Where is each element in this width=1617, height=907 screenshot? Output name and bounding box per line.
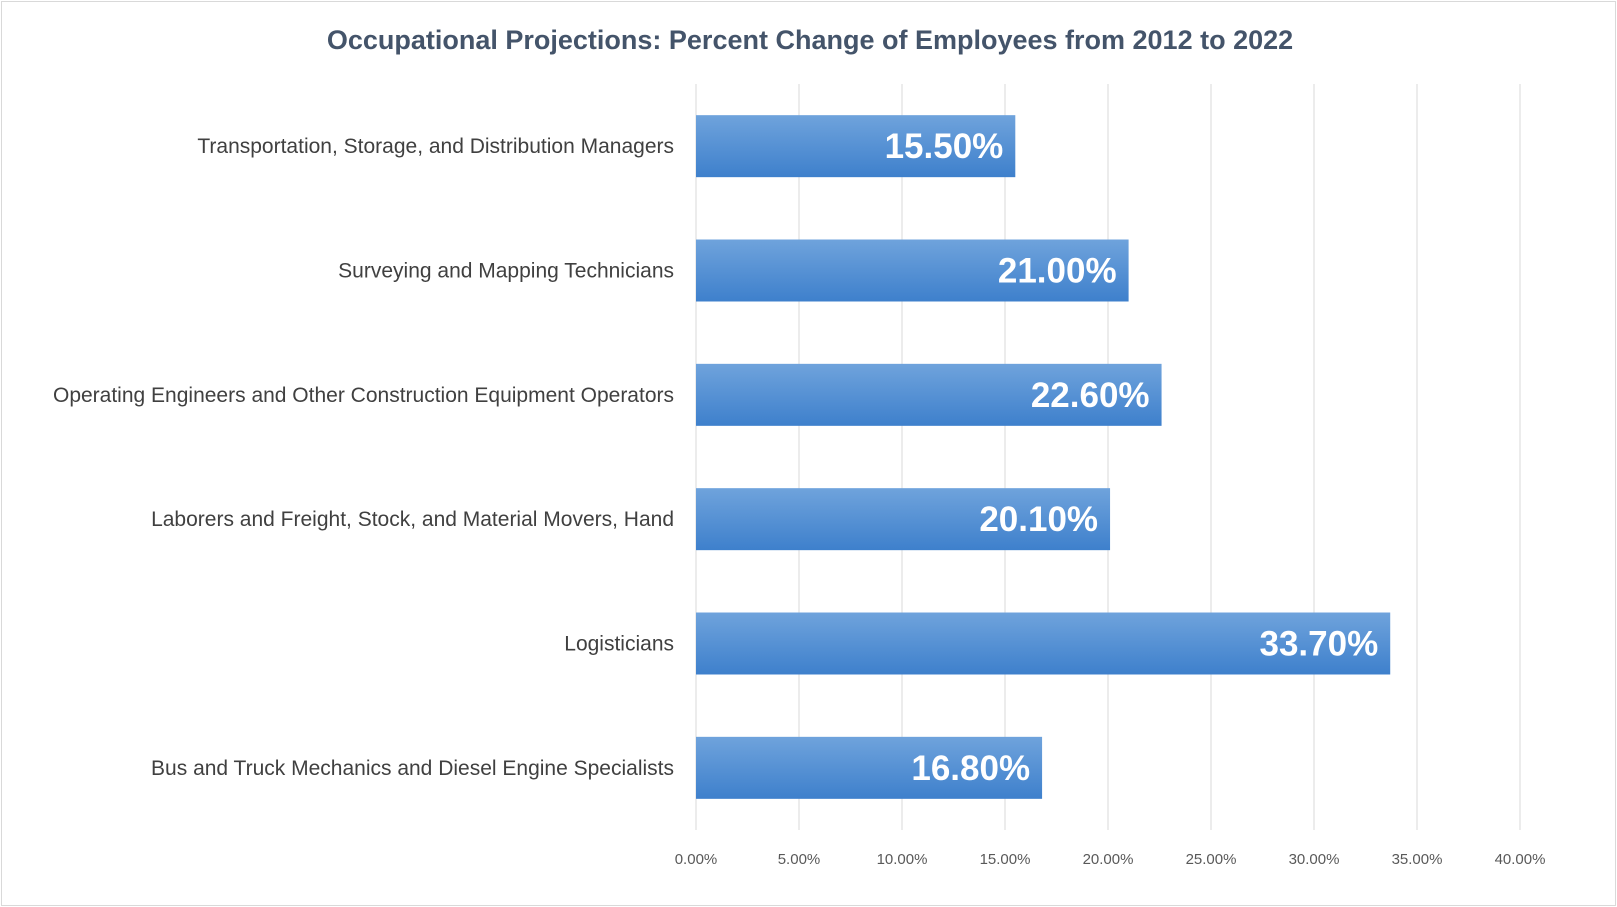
x-axis-tick-labels: 0.00% 5.00% 10.00% 15.00% 20.00% 25.00% 30.00%… xyxy=(675,851,1546,868)
category-label: Operating Engineers and Other Constructi… xyxy=(53,384,674,407)
data-label: 22.60% xyxy=(1031,376,1150,415)
data-labels: 15.50% 21.00% 22.60% 20.10% 33.70% 16.80% xyxy=(885,127,1379,788)
x-tick-label: 25.00% xyxy=(1186,851,1237,868)
category-labels: Transportation, Storage, and Distributio… xyxy=(53,135,674,780)
data-label: 21.00% xyxy=(998,252,1117,291)
x-tick-label: 40.00% xyxy=(1495,851,1546,868)
bar xyxy=(696,736,1043,799)
bar xyxy=(696,363,1162,426)
x-tick-label: 35.00% xyxy=(1392,851,1443,868)
x-tick-label: 20.00% xyxy=(1083,851,1134,868)
category-label: Logisticians xyxy=(564,633,674,656)
gridlines xyxy=(695,84,1521,830)
bar xyxy=(696,612,1391,675)
x-tick-label: 15.00% xyxy=(980,851,1031,868)
chart-title: Occupational Projections: Percent Change… xyxy=(327,25,1293,55)
bar xyxy=(696,239,1129,302)
data-label: 15.50% xyxy=(885,127,1004,166)
data-label: 20.10% xyxy=(979,500,1098,539)
x-tick-label: 10.00% xyxy=(877,851,928,868)
category-label: Surveying and Mapping Technicians xyxy=(338,260,674,283)
bar xyxy=(696,115,1016,178)
category-label: Transportation, Storage, and Distributio… xyxy=(197,135,674,158)
bars xyxy=(696,115,1391,799)
x-tick-label: 5.00% xyxy=(778,851,821,868)
x-tick-label: 30.00% xyxy=(1289,851,1340,868)
x-tick-label: 0.00% xyxy=(675,851,718,868)
category-label: Bus and Truck Mechanics and Diesel Engin… xyxy=(151,757,674,780)
category-label: Laborers and Freight, Stock, and Materia… xyxy=(151,508,674,531)
bar xyxy=(696,488,1111,551)
data-label: 33.70% xyxy=(1260,625,1379,664)
data-label: 16.80% xyxy=(911,749,1030,788)
